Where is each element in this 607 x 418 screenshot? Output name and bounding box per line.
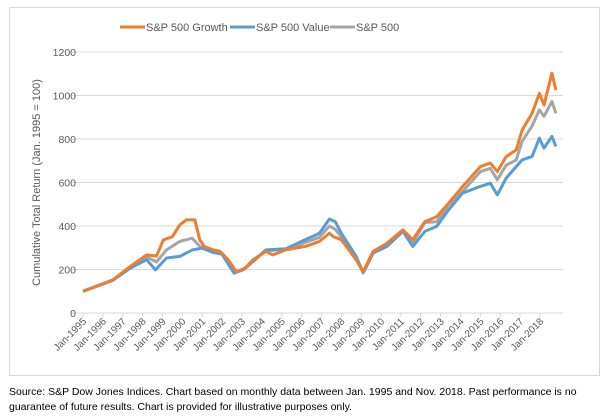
legend-label: S&P 500 Growth: [146, 22, 228, 34]
y-tick-label: 1200: [53, 47, 77, 59]
y-tick-label: 800: [58, 134, 76, 146]
y-tick-label: 400: [58, 221, 76, 233]
y-axis-title: Cumulative Total Return (Jan. 1995 = 100…: [31, 79, 43, 286]
footnote-line-2: guarantee of future results. Chart is pr…: [9, 401, 352, 413]
chart-frame: [9, 7, 600, 376]
legend-label: S&P 500: [356, 22, 399, 34]
legend-label: S&P 500 Value: [256, 22, 330, 34]
y-tick-label: 600: [58, 178, 76, 190]
y-tick-label: 0: [70, 308, 76, 320]
footnote-line-1: Source: S&P Dow Jones Indices. Chart bas…: [9, 386, 577, 398]
y-tick-label: 1000: [53, 91, 77, 103]
y-tick-label: 200: [58, 265, 76, 277]
series-line-s-p-500-growth: [82, 71, 558, 293]
series-line-s-p-500-value: [82, 134, 558, 293]
series-line-s-p-500: [82, 99, 558, 293]
